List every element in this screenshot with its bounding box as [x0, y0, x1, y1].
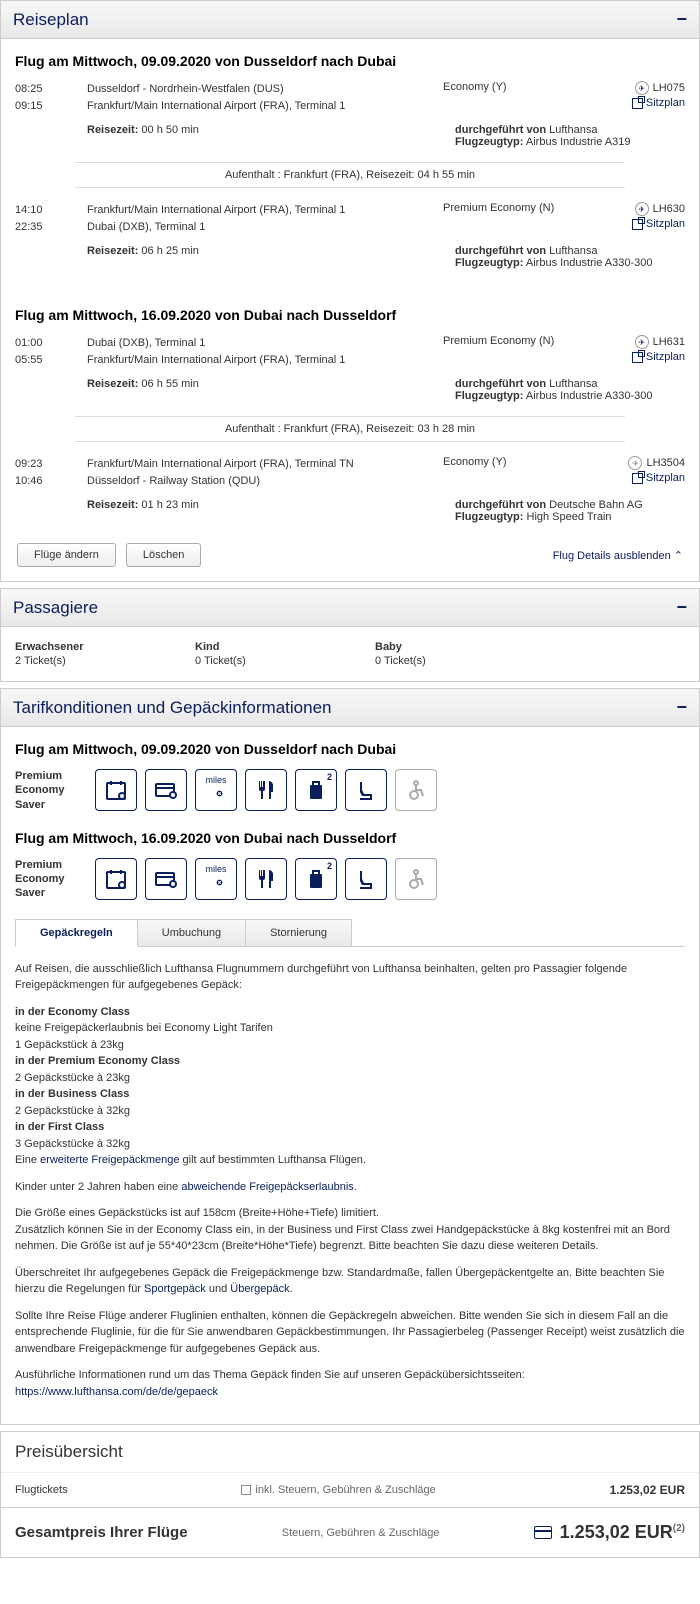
- arr-airport: Frankfurt/Main International Airport (FR…: [87, 98, 431, 115]
- collapse-icon[interactable]: −: [676, 597, 687, 618]
- carrier-icon: ✈: [635, 202, 649, 216]
- seat-icon: [632, 352, 643, 363]
- seat-icon: [632, 219, 643, 230]
- child-count: 0 Ticket(s): [195, 655, 355, 667]
- tickets-price: 1.253,02 EUR: [610, 1483, 685, 1497]
- hide-details-link[interactable]: Flug Details ausblenden ⌃: [553, 549, 683, 562]
- booking-class: Premium Economy (N): [443, 202, 593, 235]
- fare-name: Premium Economy Saver: [15, 769, 85, 812]
- excess-baggage-link[interactable]: Übergepäck: [230, 1283, 289, 1295]
- baggage-info-url[interactable]: https://www.lufthansa.com/de/de/gepaeck: [15, 1386, 218, 1398]
- dep-time: 14:10: [15, 202, 75, 219]
- seat-icon[interactable]: [345, 769, 387, 811]
- seatplan-link[interactable]: Sitzplan: [605, 472, 685, 484]
- calendar-x-icon[interactable]: [95, 769, 137, 811]
- fare-outbound-title: Flug am Mittwoch, 09.09.2020 von Dusseld…: [15, 741, 685, 757]
- price-footnote: (2): [673, 1523, 685, 1534]
- seat-icon[interactable]: [345, 858, 387, 900]
- carrier-icon: ✈: [628, 456, 642, 470]
- baby-count: 0 Ticket(s): [375, 655, 535, 667]
- arr-airport: Dubai (DXB), Terminal 1: [87, 219, 431, 236]
- dep-airport: Dusseldorf - Nordrhein-Westfalen (DUS): [87, 81, 431, 98]
- fare-tabs: Gepäckregeln Umbuchung Stornierung: [15, 919, 685, 947]
- booking-class: Economy (Y): [443, 81, 593, 114]
- passengers-panel: Passagiere − Erwachsener 2 Ticket(s) Kin…: [0, 588, 700, 682]
- adult-count: 2 Ticket(s): [15, 655, 175, 667]
- tickets-label: Flugtickets: [15, 1484, 68, 1496]
- card-x-icon[interactable]: [145, 858, 187, 900]
- meal-icon[interactable]: [245, 858, 287, 900]
- arr-time: 09:15: [15, 98, 75, 115]
- fare-title: Tarifkonditionen und Gepäckinformationen: [13, 698, 331, 718]
- segment-row: 08:25 09:15 Dusseldorf - Nordrhein-Westf…: [15, 81, 685, 114]
- total-label: Gesamtpreis Ihrer Flüge: [15, 1524, 188, 1541]
- delete-button[interactable]: Löschen: [126, 543, 202, 567]
- segment-row: 01:00 05:55 Dubai (DXB), Terminal 1 Fran…: [15, 335, 685, 368]
- price-title: Preisübersicht: [1, 1432, 699, 1473]
- extended-allowance-link[interactable]: erweiterte Freigepäckmenge: [40, 1154, 179, 1166]
- fare-panel: Tarifkonditionen und Gepäckinformationen…: [0, 688, 700, 1425]
- sport-baggage-link[interactable]: Sportgepäck: [144, 1283, 206, 1295]
- layover-info: Aufenthalt : Frankfurt (FRA), Reisezeit:…: [75, 162, 625, 188]
- operator: Lufthansa: [549, 124, 597, 136]
- info-icon: [241, 1485, 251, 1495]
- baggage-icon[interactable]: 2: [295, 858, 337, 900]
- layover-info: Aufenthalt : Frankfurt (FRA), Reisezeit:…: [75, 416, 625, 442]
- miles-x-icon[interactable]: miles: [195, 858, 237, 900]
- flight-number: LH630: [653, 203, 685, 215]
- fare-icons: miles 2: [95, 769, 437, 811]
- baggage-rules-text: Auf Reisen, die ausschließlich Lufthansa…: [15, 961, 685, 1401]
- aircraft-type: Airbus Industrie A319: [526, 136, 631, 148]
- seatplan-link[interactable]: Sitzplan: [605, 218, 685, 230]
- outbound-title: Flug am Mittwoch, 09.09.2020 von Dusseld…: [15, 53, 685, 69]
- travel-time-label: Reisezeit:: [87, 124, 138, 136]
- seatplan-link[interactable]: Sitzplan: [605, 97, 685, 109]
- baby-label: Baby: [375, 641, 535, 653]
- meal-icon[interactable]: [245, 769, 287, 811]
- change-flights-button[interactable]: Flüge ändern: [17, 543, 116, 567]
- baggage-icon[interactable]: 2: [295, 769, 337, 811]
- calendar-x-icon[interactable]: [95, 858, 137, 900]
- adult-label: Erwachsener: [15, 641, 175, 653]
- passengers-title: Passagiere: [13, 598, 98, 618]
- dep-time: 08:25: [15, 81, 75, 98]
- fare-return-title: Flug am Mittwoch, 16.09.2020 von Dubai n…: [15, 830, 685, 846]
- itinerary-panel: Reiseplan − Flug am Mittwoch, 09.09.2020…: [0, 0, 700, 582]
- total-price: 1.253,02 EUR: [560, 1522, 673, 1542]
- seat-icon: [632, 473, 643, 484]
- wheelchair-icon[interactable]: [395, 858, 437, 900]
- wheelchair-icon[interactable]: [395, 769, 437, 811]
- segment-row: 09:23 10:46 Frankfurt/Main International…: [15, 456, 685, 489]
- collapse-icon[interactable]: −: [676, 697, 687, 718]
- card-icon: [534, 1526, 552, 1539]
- carrier-icon: ✈: [635, 81, 649, 95]
- taxes-note: Steuern, Gebühren & Zuschläge: [282, 1527, 440, 1539]
- miles-x-icon[interactable]: miles: [195, 769, 237, 811]
- arr-time: 22:35: [15, 219, 75, 236]
- segment-row: 14:10 22:35 Frankfurt/Main International…: [15, 202, 685, 235]
- tab-rebooking[interactable]: Umbuchung: [137, 919, 246, 946]
- tab-cancellation[interactable]: Stornierung: [245, 919, 352, 946]
- seatplan-link[interactable]: Sitzplan: [605, 351, 685, 363]
- card-x-icon[interactable]: [145, 769, 187, 811]
- collapse-icon[interactable]: −: [676, 9, 687, 30]
- fare-name: Premium Economy Saver: [15, 858, 85, 901]
- fare-icons: miles 2: [95, 858, 437, 900]
- travel-time: 00 h 50 min: [141, 124, 198, 136]
- child-label: Kind: [195, 641, 355, 653]
- tab-baggage[interactable]: Gepäckregeln: [15, 919, 138, 947]
- itinerary-title: Reiseplan: [13, 10, 89, 30]
- child-allowance-link[interactable]: abweichende Freigepäckserlaubnis: [181, 1181, 353, 1193]
- incl-taxes-label: inkl. Steuern, Gebühren & Zuschläge: [255, 1484, 435, 1496]
- carrier-icon: ✈: [635, 335, 649, 349]
- itinerary-header: Reiseplan −: [1, 1, 699, 39]
- seat-icon: [632, 98, 643, 109]
- price-panel: Preisübersicht Flugtickets inkl. Steuern…: [0, 1431, 700, 1558]
- return-title: Flug am Mittwoch, 16.09.2020 von Dubai n…: [15, 307, 685, 323]
- flight-number: LH075: [653, 82, 685, 94]
- dep-airport: Frankfurt/Main International Airport (FR…: [87, 202, 431, 219]
